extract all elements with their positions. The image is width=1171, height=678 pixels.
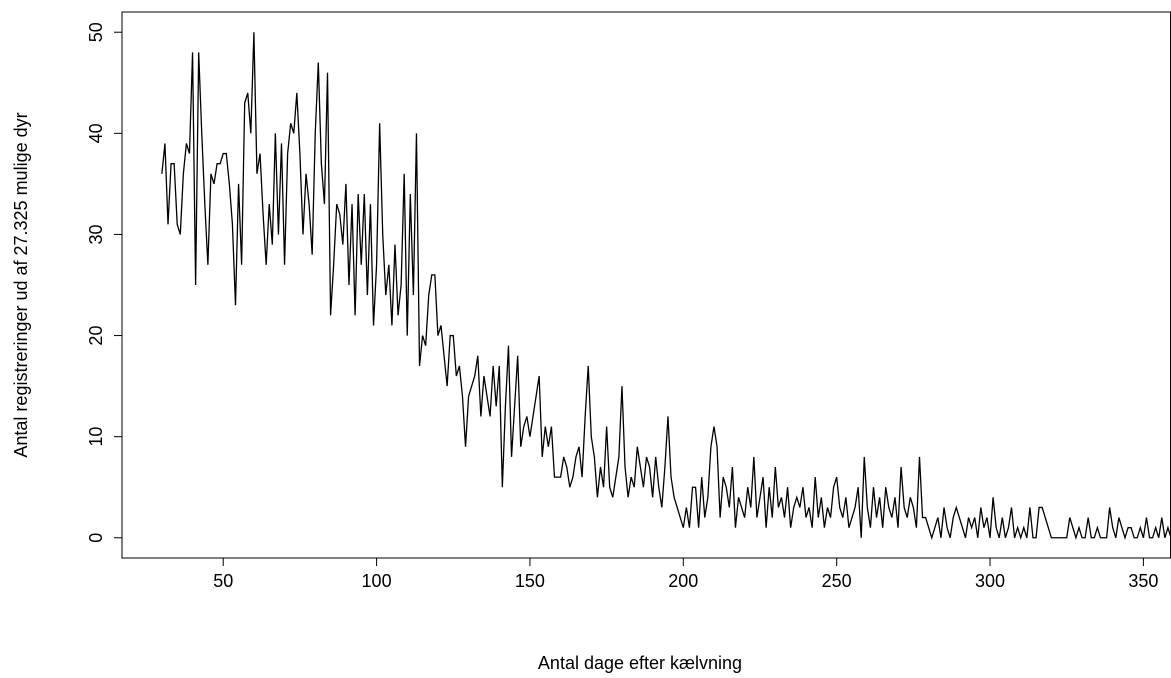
x-tick-label: 150	[515, 571, 545, 591]
y-tick-label: 50	[86, 22, 106, 42]
x-tick-label: 250	[822, 571, 852, 591]
x-tick-label: 300	[975, 571, 1005, 591]
y-axis-label: Antal registreringer ud af 27.325 mulige…	[11, 112, 31, 457]
y-tick-label: 0	[86, 533, 106, 543]
x-tick-label: 350	[1128, 571, 1158, 591]
plot-box	[121, 11, 1171, 559]
x-tick-label: 100	[362, 571, 392, 591]
x-tick-label: 50	[213, 571, 233, 591]
y-tick-label: 20	[86, 326, 106, 346]
y-tick-label: 40	[86, 123, 106, 143]
x-axis-label: Antal dage efter kælvning	[538, 653, 742, 673]
y-tick-label: 10	[86, 427, 106, 447]
x-tick-label: 200	[668, 571, 698, 591]
y-tick-label: 30	[86, 224, 106, 244]
data-line	[161, 32, 1171, 541]
